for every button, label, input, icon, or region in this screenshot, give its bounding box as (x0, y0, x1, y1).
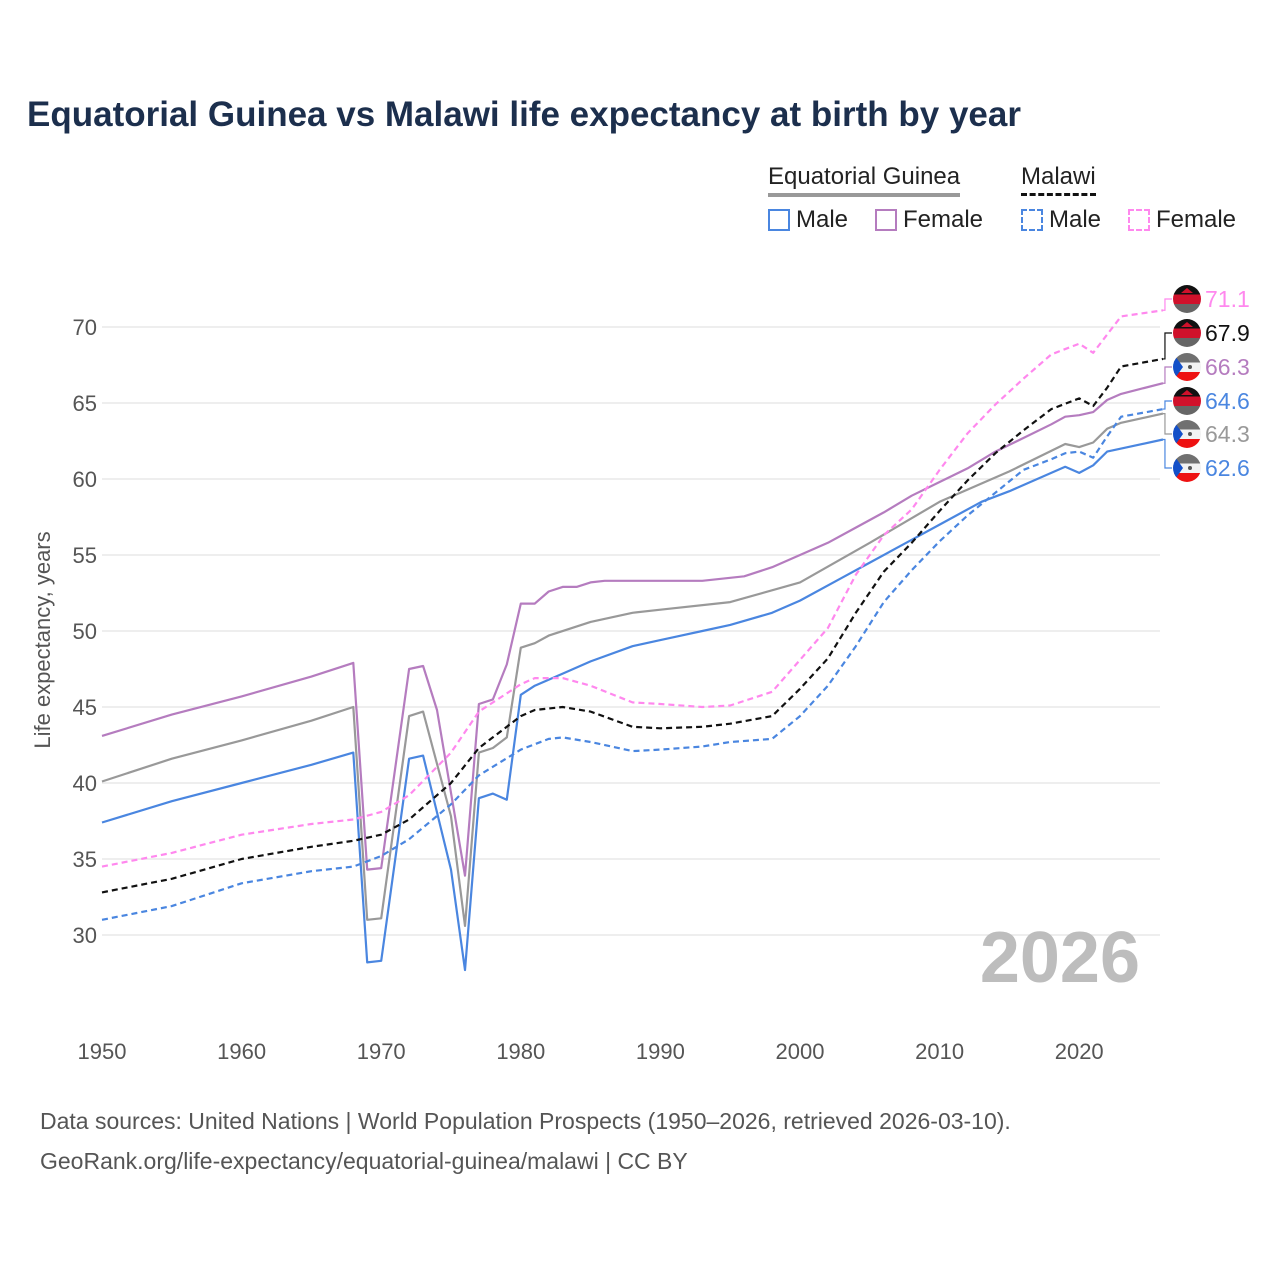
x-tick-label: 2010 (915, 1039, 964, 1064)
equatorial-guinea-flag-icon (1173, 353, 1201, 381)
legend-label: Male (796, 206, 849, 233)
end-label-connector (1162, 332, 1172, 360)
legend-label: Female (903, 206, 984, 233)
x-tick-label: 1950 (78, 1039, 127, 1064)
legend-item-eg-male[interactable]: Male (768, 206, 848, 234)
y-axis-label: Life expectancy, years (30, 531, 55, 748)
end-label-connector (1162, 438, 1172, 469)
y-tick-label: 50 (73, 619, 97, 644)
y-tick-label: 70 (73, 315, 97, 340)
end-label-connector (1162, 400, 1172, 410)
legend-swatch (768, 209, 790, 231)
end-value-label: 64.3 (1205, 421, 1250, 447)
end-value-label: 71.1 (1205, 286, 1250, 312)
series-line-malawi-total- (101, 357, 1164, 894)
legend-swatch (875, 209, 897, 231)
y-tick-label: 35 (73, 847, 97, 872)
end-label-connector (1162, 366, 1172, 384)
year-watermark: 2026 (980, 918, 1140, 998)
legend-group-malawi: Malawi (1021, 163, 1096, 196)
malawi-flag-icon (1173, 285, 1201, 313)
x-tick-label: 2000 (776, 1039, 825, 1064)
y-tick-label: 60 (73, 467, 97, 492)
legend-swatch (1021, 209, 1043, 231)
x-tick-label: 1980 (496, 1039, 545, 1064)
y-tick-label: 45 (73, 695, 97, 720)
x-tick-label: 1970 (357, 1039, 406, 1064)
x-tick-label: 1990 (636, 1039, 685, 1064)
series-line-malawi-female (101, 309, 1164, 868)
series-line-malawi-male (101, 408, 1164, 921)
legend-item-malawi-female[interactable]: Female (1128, 206, 1236, 234)
legend-label: Male (1049, 206, 1102, 233)
end-label-connector (1162, 298, 1172, 311)
end-value-label: 64.6 (1205, 388, 1250, 414)
equatorial-guinea-flag-icon (1173, 420, 1201, 448)
chart-title: Equatorial Guinea vs Malawi life expecta… (27, 95, 1021, 134)
y-tick-label: 55 (73, 543, 97, 568)
end-value-label: 66.3 (1205, 354, 1250, 380)
x-tick-label: 2020 (1055, 1039, 1104, 1064)
end-label-connector (1162, 413, 1172, 435)
y-tick-label: 30 (73, 923, 97, 948)
legend-label: Female (1156, 206, 1237, 233)
y-tick-label: 40 (73, 771, 97, 796)
malawi-flag-icon (1173, 387, 1201, 415)
malawi-flag-icon (1173, 319, 1201, 347)
legend-item-malawi-male[interactable]: Male (1021, 206, 1101, 234)
x-tick-label: 1960 (217, 1039, 266, 1064)
equatorial-guinea-flag-icon (1173, 454, 1201, 482)
legend-item-eg-female[interactable]: Female (875, 206, 983, 234)
legend-swatch (1128, 209, 1150, 231)
source-line-1: Data sources: United Nations | World Pop… (40, 1108, 1011, 1134)
series-line-equatorial-guinea-male (101, 438, 1164, 972)
end-value-label: 67.9 (1205, 320, 1250, 346)
y-tick-label: 65 (73, 391, 97, 416)
legend-group-equatorial-guinea: Equatorial Guinea (768, 163, 961, 197)
end-value-label: 62.6 (1205, 455, 1250, 481)
series-line-equatorial-guinea-female (101, 382, 1164, 877)
source-line-2: GeoRank.org/life-expectancy/equatorial-g… (40, 1148, 688, 1174)
series-line-equatorial-guinea-total- (101, 412, 1164, 928)
plot-area: 30 35 40 45 50 55 60 65 70 1950 1960 1970 1980 1990 20… (30, 285, 1250, 1064)
